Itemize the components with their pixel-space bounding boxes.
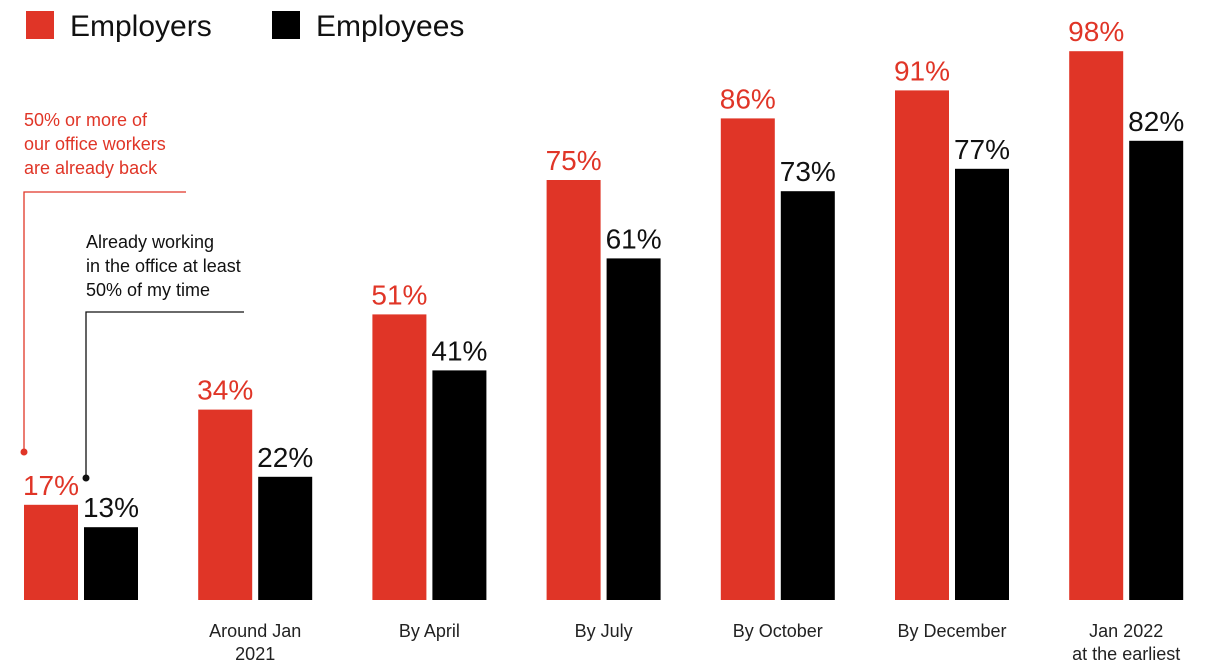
value-label-employees-1: 22% — [257, 442, 313, 473]
annotation-0-line-2: are already back — [24, 158, 158, 178]
category-label-1-line-0: Around Jan — [209, 621, 301, 641]
category-label-2-line-0: By April — [399, 621, 460, 641]
bar-employees-0 — [84, 527, 138, 600]
annotation-1-leader-dot — [82, 474, 90, 482]
annotation-1-line-0: Already working — [86, 232, 214, 252]
bar-employees-2 — [432, 370, 487, 600]
annotation-0-leader-line — [23, 191, 186, 452]
category-label-3-line-0: By July — [575, 621, 633, 641]
value-label-employers-2: 51% — [371, 279, 427, 310]
annotation-1-line-1: in the office at least — [86, 256, 241, 276]
value-label-employees-2: 41% — [431, 335, 487, 366]
category-labels: Around Jan 2021 By April By July By October B… — [209, 621, 1180, 664]
bar-employees-1 — [258, 476, 313, 600]
value-label-employers-6: 98% — [1068, 16, 1124, 47]
bar-employers-0 — [24, 504, 78, 600]
bar-employees-3 — [606, 258, 661, 600]
value-label-employees-5: 77% — [954, 134, 1010, 165]
category-label-6-line-0: Jan 2022 — [1089, 621, 1163, 641]
value-label-employees-4: 73% — [780, 156, 836, 187]
value-label-employers-4: 86% — [720, 83, 776, 114]
bar-employers-2 — [372, 314, 427, 600]
value-label-employers-0: 17% — [23, 470, 79, 501]
legend-label-employees: Employees — [316, 10, 464, 43]
bar-employers-1 — [198, 409, 253, 600]
value-label-employees-6: 82% — [1128, 106, 1184, 137]
value-label-employees-0: 13% — [83, 492, 139, 523]
annotation-0-line-1: our office workers — [24, 134, 166, 154]
bar-employers-4 — [720, 118, 775, 601]
annotation-0-leader-dot — [20, 448, 28, 456]
annotation-0-line-0: 50% or more of — [24, 110, 148, 130]
category-label-1-line-1: 2021 — [235, 644, 275, 664]
annotations: 50% or more of our office workers are alre… — [20, 110, 244, 482]
value-labels: 17% 34% 51% 75% 86% 91% 98% 13% 22% 41% 61% 73% 77% 8… — [23, 16, 1184, 523]
annotation-1-line-2: 50% of my time — [86, 280, 210, 300]
bar-employers-6 — [1069, 51, 1124, 600]
category-label-4-line-0: By October — [733, 621, 823, 641]
value-label-employers-1: 34% — [197, 375, 253, 406]
bar-employees-6 — [1129, 140, 1184, 601]
value-label-employers-5: 91% — [894, 55, 950, 86]
bar-employees-4 — [780, 191, 835, 600]
legend: Employers Employees — [26, 10, 464, 43]
legend-swatch-employees — [272, 11, 300, 39]
category-label-6-line-1: at the earliest — [1072, 644, 1180, 664]
bars — [24, 51, 1184, 601]
bar-employees-5 — [955, 168, 1009, 601]
legend-swatch-employers — [26, 11, 54, 39]
legend-label-employers: Employers — [70, 10, 212, 43]
bar-employers-5 — [895, 90, 949, 601]
category-label-5-line-0: By December — [897, 621, 1006, 641]
value-label-employers-3: 75% — [546, 145, 602, 176]
bar-employers-3 — [546, 180, 601, 600]
annotation-1-leader-line — [85, 311, 244, 478]
value-label-employees-3: 61% — [606, 223, 662, 254]
